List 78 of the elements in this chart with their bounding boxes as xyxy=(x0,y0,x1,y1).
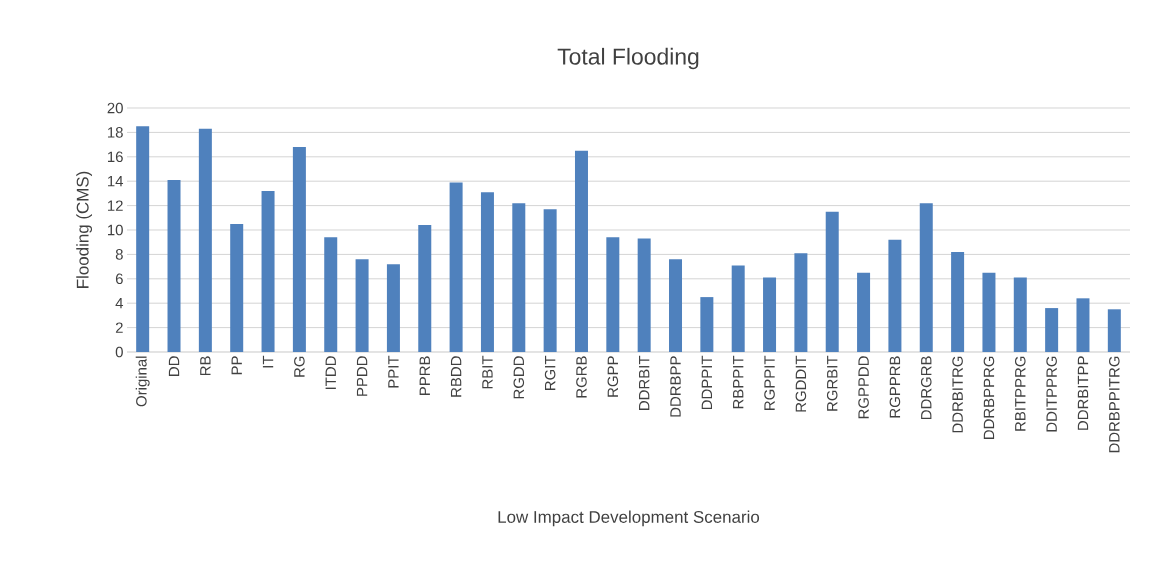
y-tick-label: 8 xyxy=(115,249,123,260)
x-tick-label: ITDD xyxy=(325,356,336,390)
x-tick-label: DDRBIT xyxy=(639,355,650,410)
bar xyxy=(418,225,432,352)
x-axis-title: Low Impact Development Scenario xyxy=(498,510,760,527)
bar xyxy=(1045,308,1059,352)
x-tick-label: RGDDIT xyxy=(795,355,807,412)
y-tick-label: 20 xyxy=(107,102,123,114)
x-tick-label: DDRBPP xyxy=(670,356,681,417)
y-tick-label: 16 xyxy=(108,151,123,163)
x-tick-label: RBDD xyxy=(450,356,462,397)
bar xyxy=(230,223,244,352)
bar xyxy=(543,209,557,352)
bar xyxy=(386,264,400,352)
bar xyxy=(1107,309,1121,352)
bar xyxy=(794,253,808,352)
bar xyxy=(637,238,651,352)
bar xyxy=(261,190,275,352)
x-tick-label: PPIT xyxy=(388,355,399,388)
y-axis-title: Flooding (CMS) xyxy=(76,171,93,288)
x-tick-label: RGPPRB xyxy=(889,356,901,418)
x-tick-label: DDRBPPRG xyxy=(983,356,995,439)
y-tick-label: 2 xyxy=(115,322,123,333)
x-tick-label: DDRBITRG xyxy=(952,356,963,433)
y-tick-label: 14 xyxy=(108,176,124,187)
bar xyxy=(480,192,494,352)
x-tick-label: RGRBIT xyxy=(826,355,838,411)
bar xyxy=(1076,298,1090,352)
bar xyxy=(606,237,620,352)
x-tick-label: PPDD xyxy=(356,356,368,396)
x-tick-label: RGIT xyxy=(544,355,556,390)
x-tick-label: RBIT xyxy=(482,355,493,389)
x-tick-label: DDPPIT xyxy=(701,355,712,410)
x-tick-label: DDRGRB xyxy=(920,356,932,420)
x-tick-label: RGPPDD xyxy=(858,356,869,419)
bar xyxy=(449,182,463,352)
x-tick-label: DD xyxy=(168,356,180,376)
bar xyxy=(292,147,306,352)
bar xyxy=(324,237,338,352)
x-tick-label: RG xyxy=(294,356,305,377)
y-tick-label: 0 xyxy=(115,346,123,358)
x-tick-label: RGPPIT xyxy=(764,355,775,410)
bar xyxy=(731,265,745,352)
x-tick-label: RGRB xyxy=(576,356,587,398)
bar xyxy=(1013,277,1027,352)
x-tick-label: DDRBPPITRG xyxy=(1109,356,1120,453)
x-tick-label: PPRB xyxy=(419,356,430,395)
x-tick-label: RGDD xyxy=(513,356,525,399)
bar xyxy=(574,150,588,352)
bar xyxy=(825,211,839,352)
x-tick-label: RGPP xyxy=(607,356,619,397)
bar xyxy=(763,277,777,352)
bar xyxy=(355,259,369,352)
y-tick-label: 4 xyxy=(115,298,124,309)
x-tick-label: RBPPIT xyxy=(733,355,744,409)
bar xyxy=(857,272,871,352)
bar xyxy=(951,251,965,352)
x-tick-label: DDITPPRG xyxy=(1046,356,1057,432)
chart-title: Total Flooding xyxy=(557,47,699,70)
bar xyxy=(167,179,181,352)
x-tick-label: IT xyxy=(262,355,274,368)
bar xyxy=(919,203,933,352)
x-tick-label: RBITPPRG xyxy=(1015,356,1026,431)
y-tick-label: 10 xyxy=(108,224,123,236)
x-tick-label: Original xyxy=(135,356,150,407)
bar xyxy=(888,239,902,352)
y-tick-label: 12 xyxy=(108,200,123,211)
bar xyxy=(700,297,714,352)
y-tick-label: 18 xyxy=(108,127,123,138)
bar xyxy=(669,259,683,352)
bar xyxy=(198,128,212,352)
bar xyxy=(136,126,150,352)
x-tick-label: PP xyxy=(231,356,242,375)
y-tick-label: 6 xyxy=(115,273,123,285)
bar xyxy=(512,203,526,352)
bar xyxy=(982,272,996,352)
x-tick-label: DDRBITPP xyxy=(1077,356,1089,430)
x-tick-label: RB xyxy=(200,356,211,376)
